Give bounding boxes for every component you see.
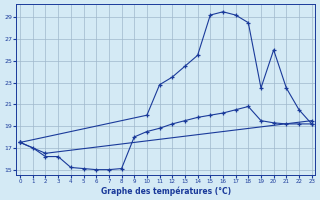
X-axis label: Graphe des températures (°C): Graphe des températures (°C) bbox=[101, 186, 231, 196]
